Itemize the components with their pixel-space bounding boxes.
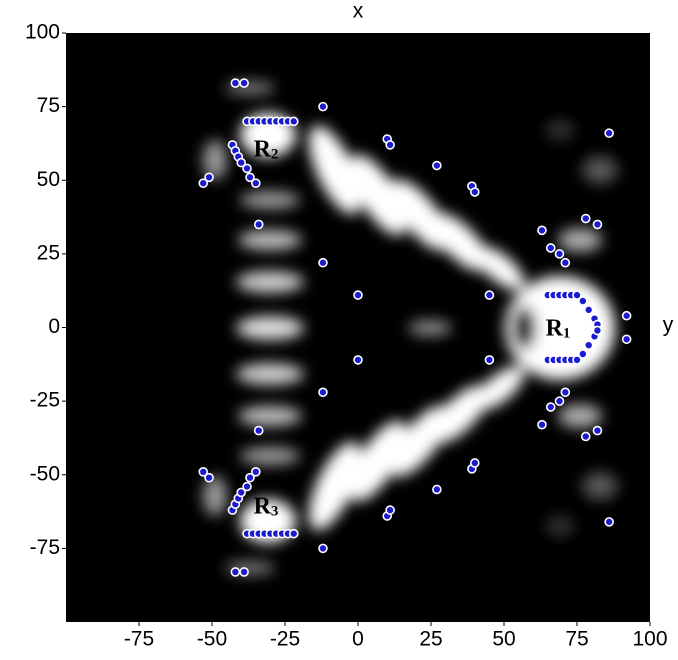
point (230, 78, 241, 88)
point (545, 402, 556, 412)
point (239, 78, 249, 88)
point (288, 116, 299, 127)
point (245, 472, 255, 483)
annotation-text: R (254, 493, 272, 519)
y-tick-label: 100 (25, 21, 60, 44)
x-tick-label: -50 (197, 628, 227, 651)
point (242, 481, 252, 492)
point (592, 325, 603, 336)
y-tick-label: -25 (30, 389, 60, 412)
point (236, 157, 246, 168)
point (385, 140, 395, 150)
y-tick-label: -75 (30, 536, 60, 559)
point (592, 425, 603, 436)
y-tick-label: 75 (37, 94, 60, 117)
point (578, 296, 588, 306)
point (385, 505, 395, 515)
x-tick-label: 50 (492, 628, 515, 651)
point (318, 101, 328, 112)
point (239, 567, 249, 577)
point (621, 334, 632, 345)
point (253, 425, 264, 436)
point (537, 225, 547, 236)
point (554, 396, 565, 406)
point (469, 458, 480, 468)
annotation-subscript: 3 (271, 504, 279, 520)
point (353, 290, 363, 300)
point (353, 355, 363, 365)
point (560, 257, 571, 268)
point (198, 467, 209, 477)
point (545, 243, 556, 253)
y-axis-label: y (663, 314, 674, 337)
point (288, 528, 299, 539)
point (318, 543, 328, 554)
x-tick-label: -75 (124, 628, 154, 651)
annotation-subscript: 2 (271, 147, 279, 163)
annotation-text: R (546, 315, 564, 341)
point (580, 431, 591, 442)
point (251, 178, 261, 188)
point (604, 128, 614, 138)
point (537, 419, 547, 430)
x-tick-label: 25 (419, 628, 442, 651)
point (204, 172, 214, 183)
point (236, 487, 246, 498)
y-tick-label: 0 (48, 315, 60, 338)
point (432, 484, 442, 495)
x-axis-label: x (353, 0, 364, 23)
point (583, 340, 594, 350)
point (580, 213, 591, 224)
point (621, 310, 632, 321)
point (484, 355, 495, 365)
point (572, 290, 582, 300)
point (572, 355, 582, 365)
annotation: R1 (546, 315, 571, 342)
point (484, 290, 495, 300)
annotation-text: R (254, 136, 272, 162)
point (578, 349, 588, 359)
point (432, 160, 442, 171)
x-tick-label: -25 (270, 628, 300, 651)
point (245, 172, 255, 183)
y-tick-label: 50 (37, 168, 60, 191)
point (230, 567, 241, 577)
annotation: R3 (254, 493, 279, 520)
point (592, 219, 603, 230)
annotation-subscript: 1 (563, 326, 571, 342)
plot: -75 -50 -25 0 25 50 75 100-75-50-250255075100R1… (25, 21, 668, 651)
x-tick-label: 75 (565, 628, 588, 651)
point (604, 517, 614, 527)
point (554, 249, 565, 259)
point (204, 472, 214, 483)
point (242, 163, 252, 174)
y-tick-label: -50 (30, 462, 60, 485)
point (318, 257, 328, 268)
x-tick-label: 100 (632, 628, 667, 651)
point (251, 467, 261, 477)
x-tick-label: 0 (352, 628, 364, 651)
point (318, 387, 328, 398)
point (560, 387, 571, 398)
point (253, 219, 264, 230)
point (198, 178, 209, 188)
point (583, 305, 594, 315)
point (469, 187, 480, 197)
y-tick-label: 25 (37, 241, 60, 264)
annotation: R2 (254, 136, 279, 163)
